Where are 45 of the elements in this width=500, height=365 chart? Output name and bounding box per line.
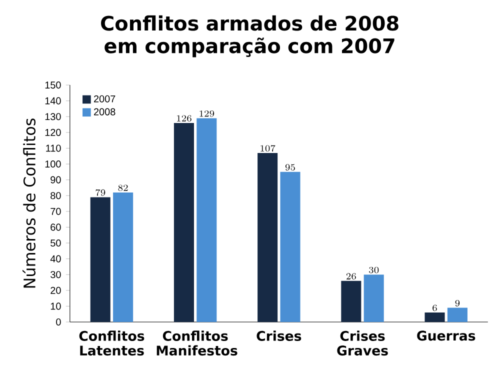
data-label: 126 <box>177 115 192 122</box>
y-tick-label: 110 <box>46 144 61 152</box>
legend-label: 2007 <box>94 95 116 102</box>
bar <box>113 192 134 322</box>
y-tick-label: 140 <box>45 97 61 104</box>
y-tick-label: 10 <box>50 302 61 310</box>
x-tick-label: Guerras <box>417 330 476 341</box>
bar <box>258 152 278 322</box>
y-tick-label: 50 <box>50 239 61 247</box>
x-tick-label: Conflitos Latentes <box>79 330 144 356</box>
data-label: 79 <box>96 189 106 196</box>
data-label: 82 <box>118 184 128 192</box>
y-tick-label: 130 <box>45 113 61 120</box>
bar <box>196 118 217 322</box>
bar <box>341 280 362 322</box>
y-tick-label: 120 <box>45 128 61 136</box>
data-label: 30 <box>369 266 379 274</box>
data-label: 9 <box>455 300 460 306</box>
y-tick-label: 80 <box>50 192 61 200</box>
bar <box>424 312 445 322</box>
bar <box>280 172 300 322</box>
y-tick-label: 0 <box>56 318 61 326</box>
y-tick-label: 20 <box>50 286 61 294</box>
data-label: 26 <box>346 273 356 280</box>
data-label: 107 <box>260 145 276 152</box>
bar <box>447 308 468 322</box>
x-tick-label: Crises Graves <box>337 330 388 356</box>
data-label: 6 <box>432 304 437 312</box>
x-tick-label: Crises <box>256 330 302 341</box>
y-tick-label: 90 <box>50 176 61 184</box>
y-tick-label: 70 <box>50 208 61 215</box>
y-tick-label: 30 <box>50 271 61 278</box>
y-tick-label: 40 <box>50 255 61 262</box>
y-tick-label: 60 <box>50 224 61 231</box>
data-label: 95 <box>285 164 295 170</box>
bar <box>90 197 110 322</box>
legend-label: 2008 <box>94 108 116 116</box>
x-tick-label: Conflitos Manifestos <box>156 330 238 356</box>
bar <box>174 122 194 322</box>
y-tick-label: 100 <box>45 160 61 168</box>
y-axis-title: Números de Conflitos <box>22 118 36 288</box>
chart-title: Conflitos armados de 2008 em comparação com 2007 <box>101 15 398 58</box>
data-label: 129 <box>200 110 214 117</box>
bar <box>364 274 384 322</box>
y-tick-label: 150 <box>45 81 61 89</box>
